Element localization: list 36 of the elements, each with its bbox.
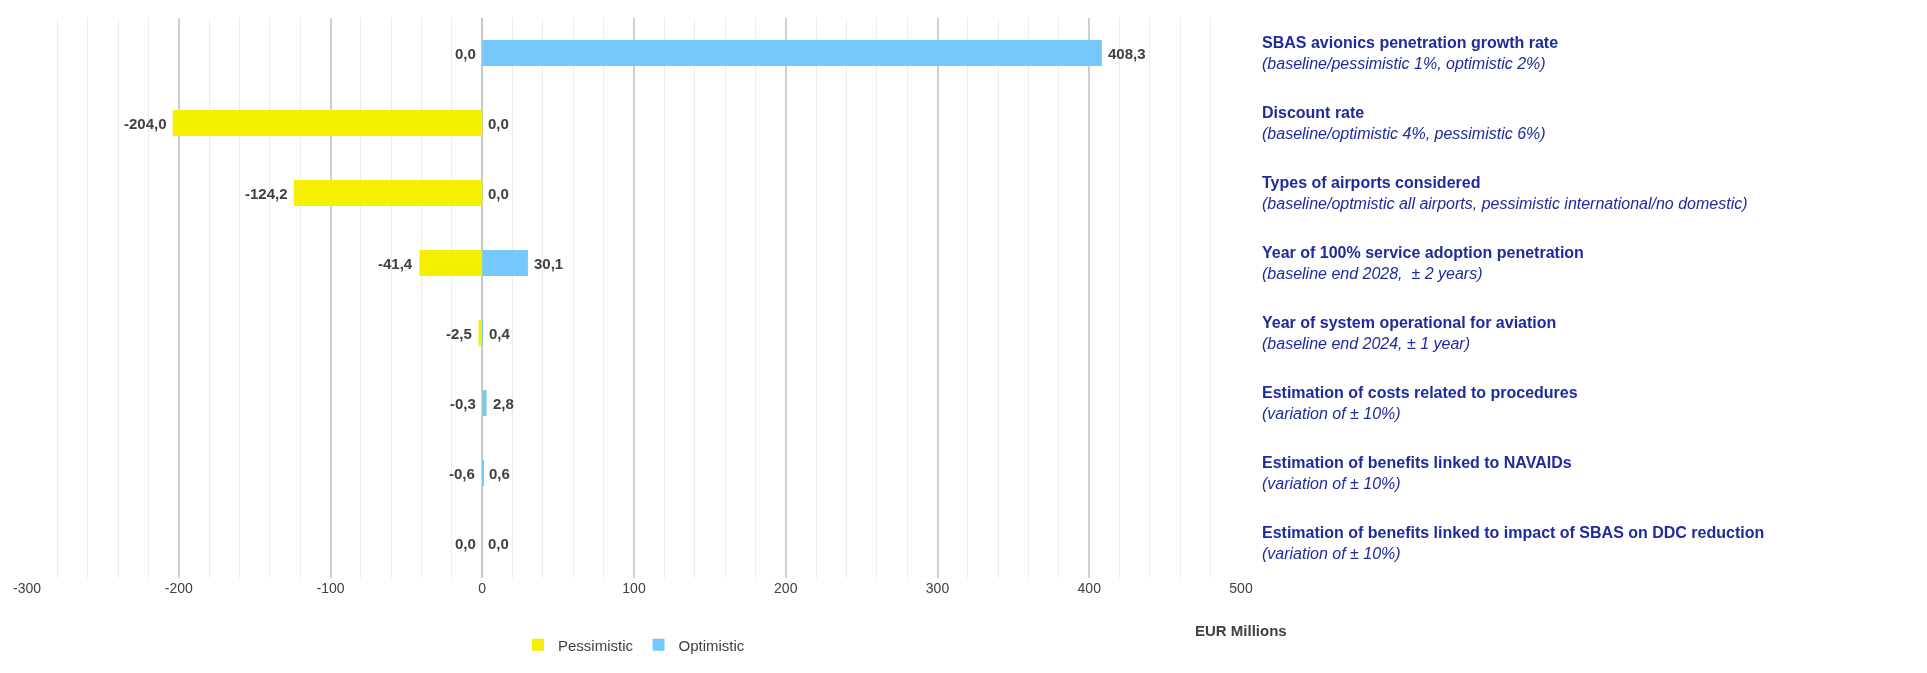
data-label: -2,5 (446, 325, 472, 342)
data-label: -204,0 (124, 115, 167, 132)
x-axis-title: EUR Millions (1195, 622, 1287, 639)
y-tick-label: Estimation of benefits linked to NAVAIDs (variation of ± 10%) (1262, 454, 1572, 492)
data-label: -0,6 (449, 465, 475, 482)
data-label: 2,8 (493, 395, 514, 412)
x-tick-label: 500 (1229, 580, 1253, 596)
legend-label: Pessimistic (558, 636, 634, 654)
y-tick-label: Year of 100% service adoption penetration (baseline end 2028, ± 2 years) (1262, 244, 1584, 282)
y-tick-label: Estimation of benefits linked to impact of SBAS on DDC reduction (variation of ± 10%) (1262, 524, 1765, 562)
y-tick-label: Discount rate (baseline/optimistic 4%, pessimistic 6%) (1262, 104, 1546, 142)
data-label: 0,0 (488, 535, 509, 552)
x-tick-label: 400 (1077, 580, 1102, 596)
data-label: 0,0 (488, 185, 509, 202)
x-tick-label: -100 (316, 580, 345, 596)
x-tick-label: -200 (164, 580, 193, 596)
data-label: -0,3 (450, 395, 476, 412)
y-tick-label: SBAS avionics penetration growth rate (baseline/pessimistic 1%, optimistic 2%) (1262, 34, 1559, 72)
data-label: -124,2 (245, 185, 288, 202)
x-tick-label: 200 (774, 580, 798, 596)
data-label: -41,4 (378, 255, 413, 272)
x-tick-label: -300 (12, 580, 42, 596)
x-tick-label: 100 (622, 580, 646, 596)
data-label: 0,0 (455, 535, 476, 552)
legend-label: Optimistic (678, 636, 745, 654)
y-tick-label: Estimation of costs related to procedures (variation of ± 10%) (1262, 384, 1578, 422)
x-tick-label: 300 (925, 580, 950, 596)
y-tick-label: Types of airports considered (baseline/optmistic all airports, pessimistic international/no domestic) (1262, 174, 1748, 212)
data-label: 0,6 (489, 465, 510, 482)
data-label: 0,0 (455, 45, 476, 62)
y-tick-label: Year of system operational for aviation (baseline end 2024, ± 1 year) (1262, 314, 1557, 352)
data-label: 30,1 (534, 255, 564, 272)
data-label: 0,0 (488, 115, 509, 132)
data-label: 0,4 (489, 325, 511, 342)
data-label: 408,3 (1108, 45, 1146, 62)
x-tick-label: 0 (478, 580, 487, 596)
